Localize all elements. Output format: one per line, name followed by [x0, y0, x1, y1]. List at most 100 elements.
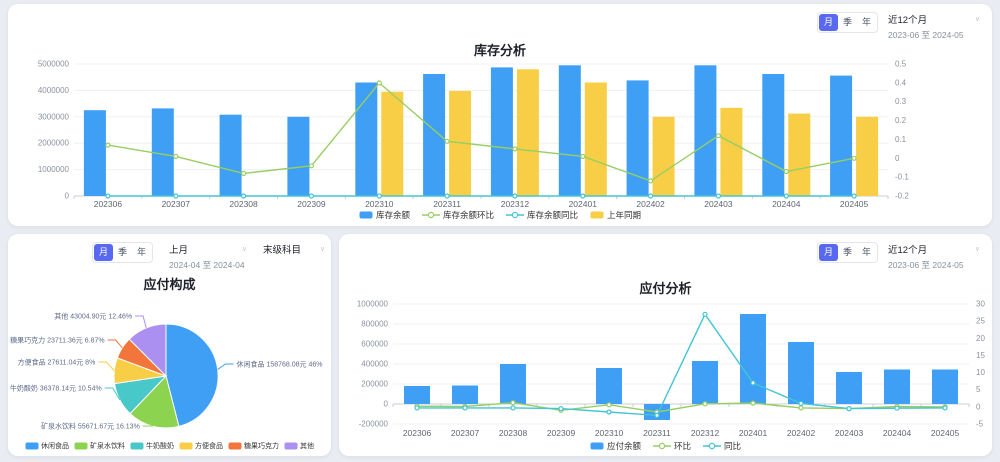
svg-text:0: 0: [384, 400, 389, 409]
svg-text:0: 0: [895, 154, 900, 163]
bar-series-icon: [590, 211, 604, 219]
bar-series-icon: [130, 442, 144, 450]
legend-item[interactable]: 矿泉水饮料: [74, 441, 125, 451]
composition-period-quarter-button[interactable]: 季: [113, 244, 132, 261]
svg-text:202311: 202311: [433, 199, 461, 209]
svg-text:202404: 202404: [772, 199, 801, 209]
composition-period-month-button[interactable]: 月: [94, 244, 114, 261]
composition-range-dates: 2024-04 至 2024-04: [169, 260, 245, 270]
composition-range-label: 上月: [169, 245, 189, 256]
chevron-down-icon: ∨: [241, 246, 248, 253]
inventory-combo-chart[interactable]: 5000000 4000000 3000000 2000000 1000000 0 0.5 0…: [8, 56, 992, 214]
payable-legend: 应付余额 环比 同比: [339, 440, 992, 452]
svg-text:202402: 202402: [636, 199, 665, 209]
legend-item[interactable]: 库存余额同比: [506, 209, 578, 221]
svg-text:0.3: 0.3: [895, 97, 907, 106]
bar-series-icon: [590, 442, 604, 450]
composition-legend: 休闲食品 矿泉水饮料 牛奶酸奶 方便食品 糖果巧克力 其他: [8, 441, 331, 451]
inventory-legend: 库存余额 库存余额环比 库存余额同比 上年同期: [8, 209, 992, 221]
payable-combo-chart[interactable]: 1000000 800000 600000 400000 200000 0 -200000 3…: [339, 292, 992, 440]
legend-item[interactable]: 库存余额: [359, 209, 410, 221]
svg-text:800000: 800000: [361, 320, 388, 329]
svg-text:202307: 202307: [162, 199, 191, 209]
svg-text:202405: 202405: [931, 428, 960, 438]
svg-text:-0.1: -0.1: [895, 173, 909, 182]
svg-text:0.1: 0.1: [895, 135, 907, 144]
legend-item-label: 矿泉水饮料: [90, 443, 125, 450]
legend-item-label: 方便食品: [195, 443, 223, 450]
payable-filters: 月 季 年 近12个月 ∨ 2023-06 至 2024-05: [816, 242, 980, 271]
legend-item[interactable]: 同比: [703, 440, 741, 452]
svg-text:202308: 202308: [229, 199, 258, 209]
payable-period-quarter-button[interactable]: 季: [838, 244, 857, 261]
inventory-range-select[interactable]: 近12个月 ∨ 2023-06 至 2024-05: [888, 12, 980, 41]
payable-composition-pie-chart[interactable]: 休闲食品 158768.08元 46% 矿泉水饮料 55671.67元 16.13…: [8, 290, 331, 436]
legend-item-label: 库存余额: [375, 210, 410, 220]
inventory-range-label: 近12个月: [888, 15, 928, 26]
legend-item-label: 库存余额环比: [442, 210, 494, 220]
composition-chart-title: 应付构成: [143, 277, 196, 292]
svg-text:-0.2: -0.2: [895, 192, 909, 201]
legend-item-label: 环比: [673, 441, 691, 451]
svg-text:202306: 202306: [94, 199, 123, 209]
legend-item[interactable]: 休闲食品: [25, 441, 69, 451]
svg-text:其他 43004.90元 12.46%: 其他 43004.90元 12.46%: [54, 312, 132, 321]
inventory-period-year-button[interactable]: 年: [857, 14, 876, 31]
inventory-range-dates: 2023-06 至 2024-05: [888, 30, 964, 40]
svg-text:15: 15: [976, 351, 985, 360]
svg-text:202405: 202405: [840, 199, 869, 209]
legend-item-label: 其他: [300, 443, 314, 450]
svg-text:202402: 202402: [787, 428, 816, 438]
svg-text:400000: 400000: [361, 360, 388, 369]
legend-item[interactable]: 其他: [284, 441, 314, 451]
legend-item[interactable]: 糖果巧克力: [228, 441, 279, 451]
svg-text:202401: 202401: [739, 428, 768, 438]
legend-item[interactable]: 环比: [652, 440, 691, 452]
composition-range-select[interactable]: 上月 ∨ 2024-04 至 2024-04: [169, 242, 247, 271]
inventory-period-month-button[interactable]: 月: [818, 14, 838, 31]
legend-item-label: 牛奶酸奶: [146, 443, 174, 450]
svg-text:202307: 202307: [451, 428, 480, 438]
payable-composition-panel: 月 季 年 上月 ∨ 2024-04 至 2024-04 末级科目 ∨ 应付构成…: [8, 234, 331, 456]
payable-period-toggle: 月 季 年: [816, 242, 878, 263]
svg-text:30: 30: [976, 300, 985, 309]
legend-item[interactable]: 牛奶酸奶: [130, 441, 174, 451]
legend-item-label: 上年同期: [607, 210, 642, 220]
payable-range-label: 近12个月: [888, 245, 928, 256]
line-series-icon: [421, 211, 440, 219]
svg-text:202401: 202401: [569, 199, 598, 209]
svg-text:休闲食品 158768.08元 46%: 休闲食品 158768.08元 46%: [237, 360, 323, 369]
svg-text:202310: 202310: [595, 428, 624, 438]
legend-item[interactable]: 应付余额: [590, 440, 641, 452]
payable-range-dates: 2023-06 至 2024-05: [888, 260, 964, 270]
inventory-period-quarter-button[interactable]: 季: [838, 14, 857, 31]
inventory-period-toggle: 月 季 年: [816, 12, 878, 33]
svg-text:0.4: 0.4: [895, 78, 907, 87]
composition-period-year-button[interactable]: 年: [132, 244, 151, 261]
payable-period-year-button[interactable]: 年: [857, 244, 876, 261]
svg-text:3000000: 3000000: [38, 112, 70, 121]
bar-series-icon: [284, 442, 298, 450]
svg-text:10: 10: [976, 368, 985, 377]
chevron-down-icon: ∨: [974, 246, 980, 253]
svg-text:202312: 202312: [501, 199, 530, 209]
svg-text:202311: 202311: [643, 428, 671, 438]
svg-text:1000000: 1000000: [357, 300, 389, 309]
bar-series-icon: [228, 442, 242, 450]
svg-text:202312: 202312: [691, 428, 720, 438]
payable-period-month-button[interactable]: 月: [818, 244, 838, 261]
legend-item[interactable]: 方便食品: [179, 441, 223, 451]
legend-item[interactable]: 库存余额环比: [421, 209, 494, 221]
inventory-chart-title: 库存分析: [473, 43, 526, 58]
svg-text:矿泉水饮料 55671.67元 16.13%: 矿泉水饮料 55671.67元 16.13%: [41, 422, 140, 431]
legend-item[interactable]: 上年同期: [590, 209, 641, 221]
svg-text:202403: 202403: [704, 199, 733, 209]
line-series-icon: [652, 442, 671, 450]
svg-text:-5: -5: [976, 420, 984, 429]
svg-text:202403: 202403: [835, 428, 864, 438]
svg-text:0.2: 0.2: [895, 116, 907, 125]
subject-filter-select[interactable]: 末级科目 ∨: [263, 242, 325, 256]
payable-analysis-panel: 月 季 年 近12个月 ∨ 2023-06 至 2024-05 应付分析 100…: [339, 234, 992, 456]
payable-range-select[interactable]: 近12个月 ∨ 2023-06 至 2024-05: [888, 242, 980, 271]
legend-item-label: 糖果巧克力: [244, 443, 279, 450]
